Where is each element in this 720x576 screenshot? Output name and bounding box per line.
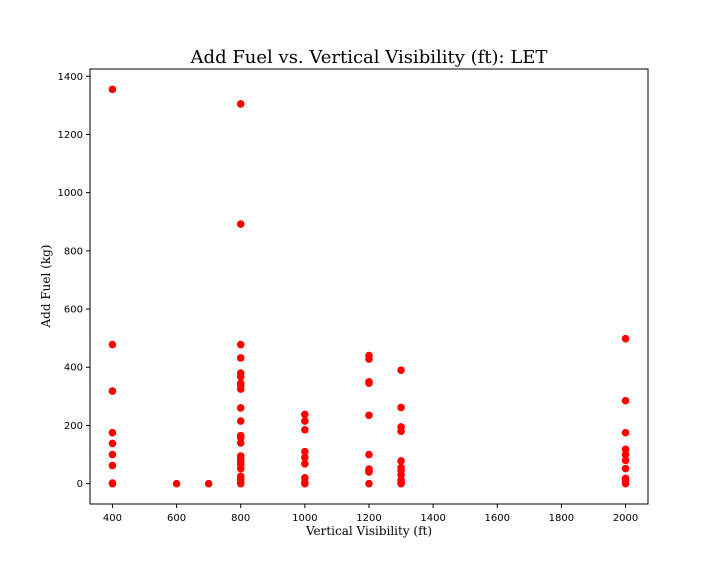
data-point [621, 334, 630, 343]
data-point [397, 403, 405, 412]
data-point [301, 426, 309, 434]
y-tick-label: 200 [64, 421, 83, 432]
x-axis-label: Vertical Visibility (ft) [305, 524, 432, 538]
data-point [108, 340, 117, 349]
data-point [236, 433, 245, 442]
data-point [236, 479, 245, 488]
y-tick-label: 800 [64, 246, 83, 257]
data-point [621, 450, 630, 459]
y-tick-label: 1000 [58, 188, 83, 199]
data-point [236, 464, 245, 473]
data-point [236, 354, 245, 362]
data-point [108, 428, 117, 437]
x-tick-label: 1200 [356, 513, 381, 524]
data-point [108, 85, 117, 94]
y-tick-label: 600 [64, 305, 83, 316]
x-tick-label: 1400 [420, 513, 445, 524]
data-point [108, 387, 117, 395]
data-point [397, 471, 405, 479]
data-point [301, 410, 309, 419]
chart-title: Add Fuel vs. Vertical Visibility (ft): L… [190, 47, 548, 68]
y-tick-label: 400 [64, 363, 83, 374]
data-point [301, 453, 309, 462]
data-point [621, 396, 630, 405]
data-point [365, 379, 373, 388]
data-point [108, 479, 117, 488]
x-tick-label: 1800 [549, 513, 574, 524]
data-point [365, 468, 373, 476]
x-axis-ticks: 400 600 800 1000 1200 1400 1600 1800 2000 [103, 504, 638, 524]
y-axis-ticks: 0 200 400 600 800 1000 1200 1400 [58, 72, 90, 490]
y-tick-label: 0 [77, 479, 83, 490]
data-points [108, 85, 630, 488]
data-point [108, 450, 117, 459]
x-tick-label: 800 [231, 513, 250, 524]
y-tick-label: 1200 [58, 130, 83, 141]
data-point [365, 355, 373, 363]
data-point [301, 479, 309, 488]
data-point [621, 428, 630, 437]
data-point [621, 456, 630, 465]
y-tick-label: 1400 [58, 72, 83, 83]
data-point [365, 450, 373, 459]
data-point [301, 417, 309, 425]
data-point [236, 385, 245, 393]
data-point [236, 220, 245, 228]
y-axis-label: Add Fuel (kg) [39, 245, 53, 329]
data-point [172, 479, 181, 488]
plot-frame [89, 68, 649, 505]
x-tick-label: 2000 [613, 513, 638, 524]
data-point [236, 372, 245, 381]
data-point [621, 464, 630, 473]
data-point [301, 460, 309, 468]
data-point [397, 457, 405, 465]
data-point [236, 404, 245, 412]
data-point [397, 427, 405, 436]
x-tick-label: 1000 [292, 513, 317, 524]
data-point [397, 479, 405, 488]
x-tick-label: 1600 [485, 513, 510, 524]
data-point [236, 100, 245, 108]
data-point [621, 445, 630, 454]
data-point [108, 461, 117, 470]
x-tick-label: 600 [167, 513, 186, 524]
data-point [204, 479, 213, 488]
data-point [621, 479, 630, 488]
data-point [397, 366, 405, 374]
data-point [108, 439, 117, 448]
data-point [236, 340, 245, 349]
data-point [236, 439, 245, 447]
data-point [236, 417, 245, 425]
data-point [365, 411, 373, 420]
data-point [301, 447, 309, 456]
x-tick-label: 400 [103, 513, 122, 524]
data-point [365, 479, 373, 488]
